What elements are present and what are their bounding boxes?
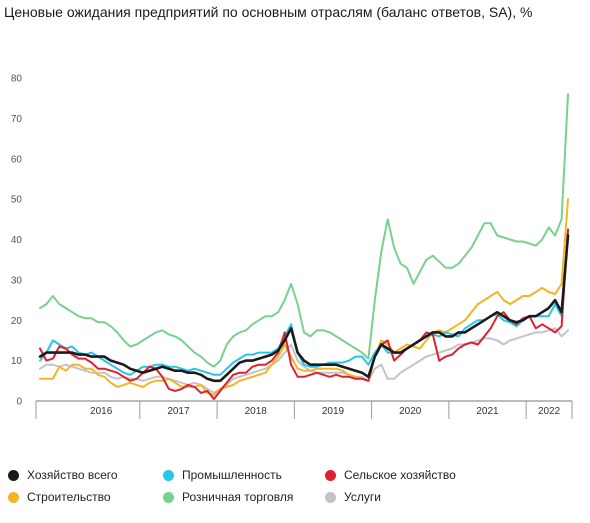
legend: Хозяйство всего Промышленность Сельское хо…	[0, 462, 590, 522]
legend-swatch	[325, 491, 336, 503]
legend-label: Хозяйство всего	[27, 468, 118, 482]
legend-swatch	[163, 469, 174, 481]
legend-item: Услуги	[325, 490, 381, 504]
x-tick-label: 2017	[167, 406, 190, 417]
y-tick-label: 40	[11, 235, 23, 246]
x-axis: 2016 2017 2018 2019 2020 2021 2022	[35, 400, 573, 419]
series-line-5	[39, 93, 569, 368]
legend-label: Строительство	[27, 490, 111, 504]
y-tick-label: 30	[11, 275, 23, 286]
x-tick-label: 2020	[399, 406, 422, 417]
series-line-2	[39, 230, 569, 376]
series-line-3	[39, 228, 569, 400]
x-tick-label: 2021	[476, 406, 499, 417]
legend-item: Строительство	[8, 490, 111, 504]
legend-item: Розничная торговля	[163, 490, 293, 504]
legend-item: Хозяйство всего	[8, 468, 118, 482]
y-tick-label: 80	[11, 74, 23, 85]
legend-label: Сельское хозяйство	[344, 468, 456, 482]
legend-item: Сельское хозяйство	[325, 468, 456, 482]
legend-swatch	[163, 491, 174, 503]
x-tick-label: 2019	[322, 406, 345, 417]
y-tick-label: 20	[11, 316, 23, 327]
y-tick-label: 10	[11, 356, 23, 367]
legend-swatch	[8, 491, 19, 503]
y-tick-label: 70	[11, 114, 23, 125]
x-tick-label: 2022	[538, 406, 561, 417]
legend-label: Промышленность	[182, 468, 282, 482]
legend-swatch	[325, 469, 336, 481]
series-line-6	[39, 327, 569, 394]
y-axis-ticks: 0 10 20 30 40 50 60 70 80	[11, 74, 23, 408]
x-tick-label: 2016	[90, 406, 113, 417]
y-tick-label: 0	[16, 397, 22, 408]
series-line-1	[38, 234, 570, 383]
chart-title: Ценовые ожидания предприятий по основным…	[4, 4, 533, 20]
y-tick-label: 50	[11, 195, 23, 206]
series-lines	[38, 93, 570, 400]
series-line-4	[39, 198, 569, 396]
y-tick-label: 60	[11, 154, 23, 165]
x-tick-label: 2018	[245, 406, 268, 417]
legend-label: Услуги	[344, 490, 381, 504]
legend-label: Розничная торговля	[182, 490, 294, 504]
legend-item: Промышленность	[163, 468, 282, 482]
legend-swatch	[8, 469, 19, 481]
